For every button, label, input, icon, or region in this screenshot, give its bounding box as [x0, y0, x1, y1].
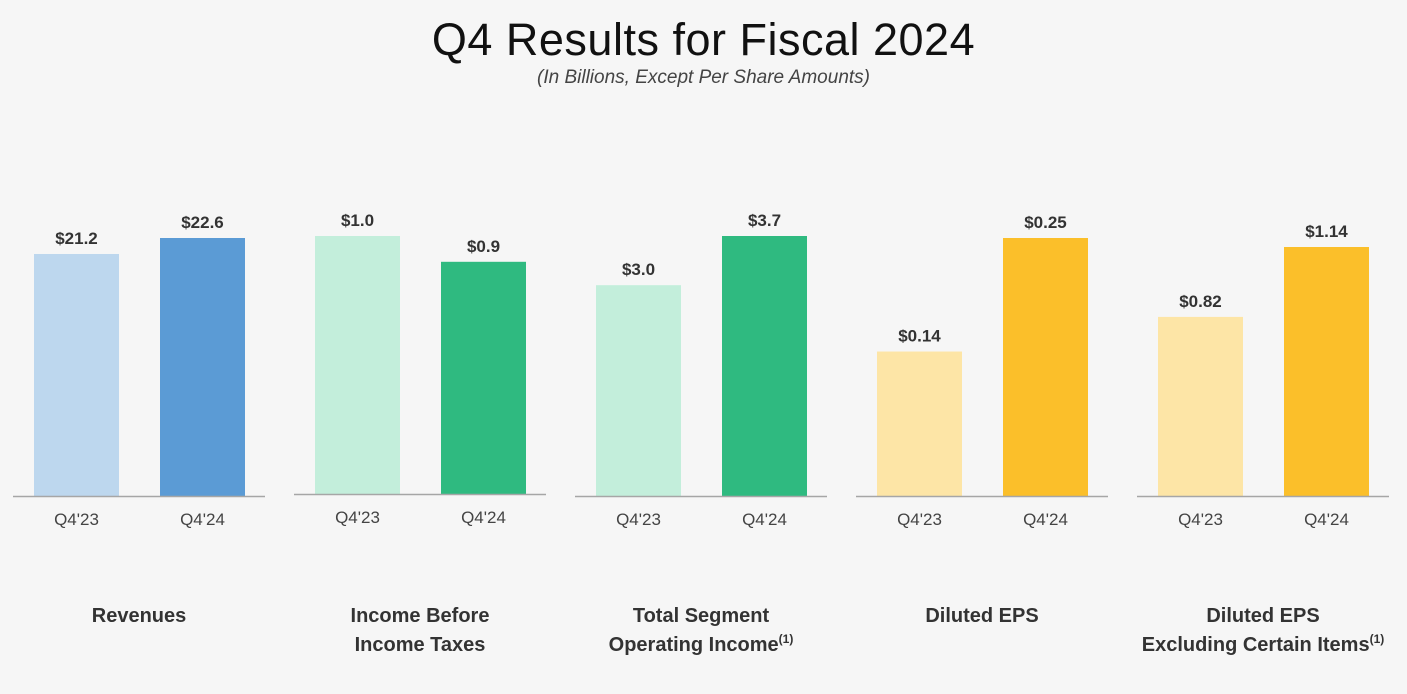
chart-title-line: Income Before	[280, 602, 560, 631]
bar-q4-24	[160, 238, 245, 496]
data-label: $0.14	[898, 327, 941, 346]
chart-title-text: Operating Income	[608, 634, 779, 656]
data-label: $0.25	[1024, 213, 1067, 232]
chart-title: Diluted EPS	[842, 602, 1122, 631]
chart-title-line: Income Taxes	[280, 631, 560, 660]
bar-q4-23	[34, 253, 119, 496]
x-tick-label: Q4'24	[1304, 510, 1349, 529]
chart-title-line: Operating Income(1)	[561, 631, 841, 660]
x-tick-label: Q4'23	[335, 508, 380, 527]
chart-title: Total Segment Operating Income(1)	[561, 602, 841, 660]
chart-total-segment-operating-income: $3.0 Q4'23 $3.7 Q4'24	[575, 211, 827, 529]
bar-q4-23	[315, 236, 400, 494]
bar-q4-24	[1284, 247, 1369, 496]
x-tick-label: Q4'24	[742, 510, 787, 529]
data-label: $3.0	[622, 260, 655, 279]
chart-diluted-eps: $0.14 Q4'23 $0.25 Q4'24	[856, 213, 1108, 529]
bar-q4-23	[596, 285, 681, 496]
page-subtitle: (In Billions, Except Per Share Amounts)	[537, 67, 870, 88]
chart-diluted-eps-excluding-certain-items: $0.82 Q4'23 $1.14 Q4'24	[1137, 222, 1389, 529]
chart-title-line: Diluted EPS	[1123, 602, 1403, 631]
x-tick-label: Q4'23	[54, 510, 99, 529]
page-title: Q4 Results for Fiscal 2024	[431, 14, 976, 65]
footnote-marker: (1)	[778, 632, 794, 646]
chart-title-text: Income Before	[350, 605, 490, 627]
chart-title: Income Before Income Taxes	[280, 602, 560, 660]
chart-title-text: Total Segment	[632, 605, 770, 627]
x-tick-label: Q4'23	[897, 510, 942, 529]
chart-title-text: Revenues	[91, 605, 187, 627]
chart-title-line: Total Segment	[561, 602, 841, 631]
chart-income-before-income-taxes: $1.0 Q4'23 $0.9 Q4'24	[294, 211, 546, 527]
chart-title-text: Diluted EPS	[925, 605, 1039, 627]
data-label: $22.6	[181, 213, 224, 232]
chart-title-text: Diluted EPS	[1206, 605, 1320, 627]
x-tick-label: Q4'24	[461, 508, 506, 527]
bar-q4-24	[722, 236, 807, 496]
data-label: $0.9	[467, 237, 500, 256]
data-label: $1.0	[341, 211, 374, 230]
data-label: $3.7	[748, 211, 781, 230]
x-tick-label: Q4'23	[1178, 510, 1223, 529]
bar-q4-24	[1003, 238, 1088, 496]
chart-title-line: Diluted EPS	[842, 602, 1122, 631]
chart-title-text: Excluding Certain Items	[1141, 634, 1370, 656]
chart-revenues: $21.2 Q4'23 $22.6 Q4'24	[13, 213, 265, 529]
data-label: $0.82	[1179, 292, 1222, 311]
x-tick-label: Q4'24	[180, 510, 225, 529]
bar-q4-23	[1158, 316, 1243, 496]
x-tick-label: Q4'23	[616, 510, 661, 529]
chart-title-text: Income Taxes	[354, 634, 486, 656]
x-tick-label: Q4'24	[1023, 510, 1068, 529]
data-label: $1.14	[1305, 222, 1348, 241]
chart-title-line: Excluding Certain Items(1)	[1123, 631, 1403, 660]
bar-q4-24	[441, 261, 526, 494]
bar-q4-23	[877, 351, 962, 496]
chart-title: Diluted EPS Excluding Certain Items(1)	[1123, 602, 1403, 660]
footnote-marker: (1)	[1369, 632, 1385, 646]
chart-title: Revenues	[0, 602, 279, 631]
data-label: $21.2	[55, 229, 98, 248]
chart-title-line: Revenues	[0, 602, 279, 631]
